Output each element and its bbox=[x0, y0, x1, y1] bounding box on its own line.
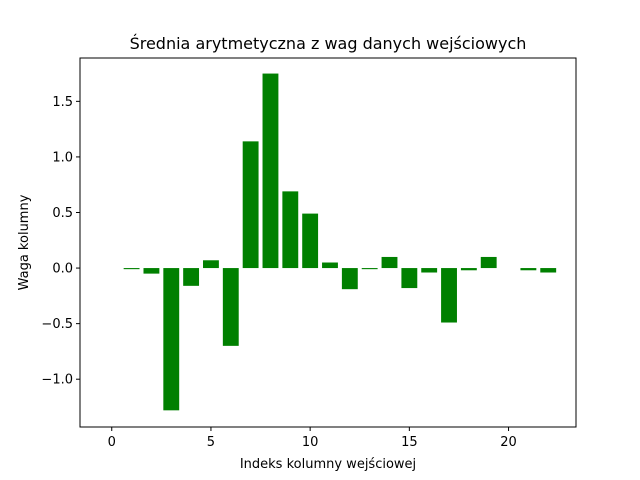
bar-5 bbox=[203, 260, 219, 269]
x-ticks-group: 0 5 10 15 20 bbox=[108, 427, 517, 450]
bars-group bbox=[123, 73, 557, 411]
y-tick-label: 1.0 bbox=[52, 150, 73, 165]
bar-22 bbox=[540, 268, 557, 273]
bar-11 bbox=[322, 262, 338, 269]
x-tick-label: 20 bbox=[500, 435, 517, 450]
bar-19 bbox=[480, 256, 497, 269]
y-tick-label: −1.0 bbox=[41, 373, 73, 388]
bar-18 bbox=[460, 268, 477, 271]
y-tick-label: 0.5 bbox=[52, 206, 73, 221]
x-tick-label: 0 bbox=[108, 435, 116, 450]
bar-15 bbox=[401, 268, 418, 289]
bar-14 bbox=[381, 256, 398, 269]
bar-12 bbox=[341, 268, 358, 290]
y-tick-label: 1.5 bbox=[52, 95, 73, 110]
chart-title: Średnia arytmetyczna z wag danych wejści… bbox=[130, 34, 527, 53]
bar-2 bbox=[143, 268, 160, 274]
bar-17 bbox=[441, 268, 457, 323]
bar-10 bbox=[302, 213, 319, 269]
y-ticks-group: −1.0 −0.5 0.0 0.5 1.0 1.5 bbox=[41, 95, 80, 388]
bar-3 bbox=[163, 268, 180, 411]
y-tick-label: −0.5 bbox=[41, 317, 73, 332]
bar-4 bbox=[183, 268, 200, 286]
y-axis-title: Waga kolumny bbox=[17, 194, 32, 290]
bar-9 bbox=[282, 191, 299, 269]
bar-6 bbox=[222, 268, 239, 346]
bar-21 bbox=[520, 268, 537, 271]
bar-13 bbox=[361, 268, 378, 270]
y-tick-label: 0.0 bbox=[52, 262, 73, 277]
x-tick-label: 10 bbox=[302, 435, 319, 450]
x-tick-label: 5 bbox=[207, 435, 215, 450]
x-tick-label: 15 bbox=[401, 435, 418, 450]
plot-frame bbox=[79, 57, 577, 428]
x-axis-title: Indeks kolumny wejściowej bbox=[240, 457, 416, 472]
bar-8 bbox=[262, 73, 279, 269]
bar-16 bbox=[421, 268, 438, 273]
bar-7 bbox=[242, 141, 259, 269]
bar-1 bbox=[123, 268, 140, 270]
